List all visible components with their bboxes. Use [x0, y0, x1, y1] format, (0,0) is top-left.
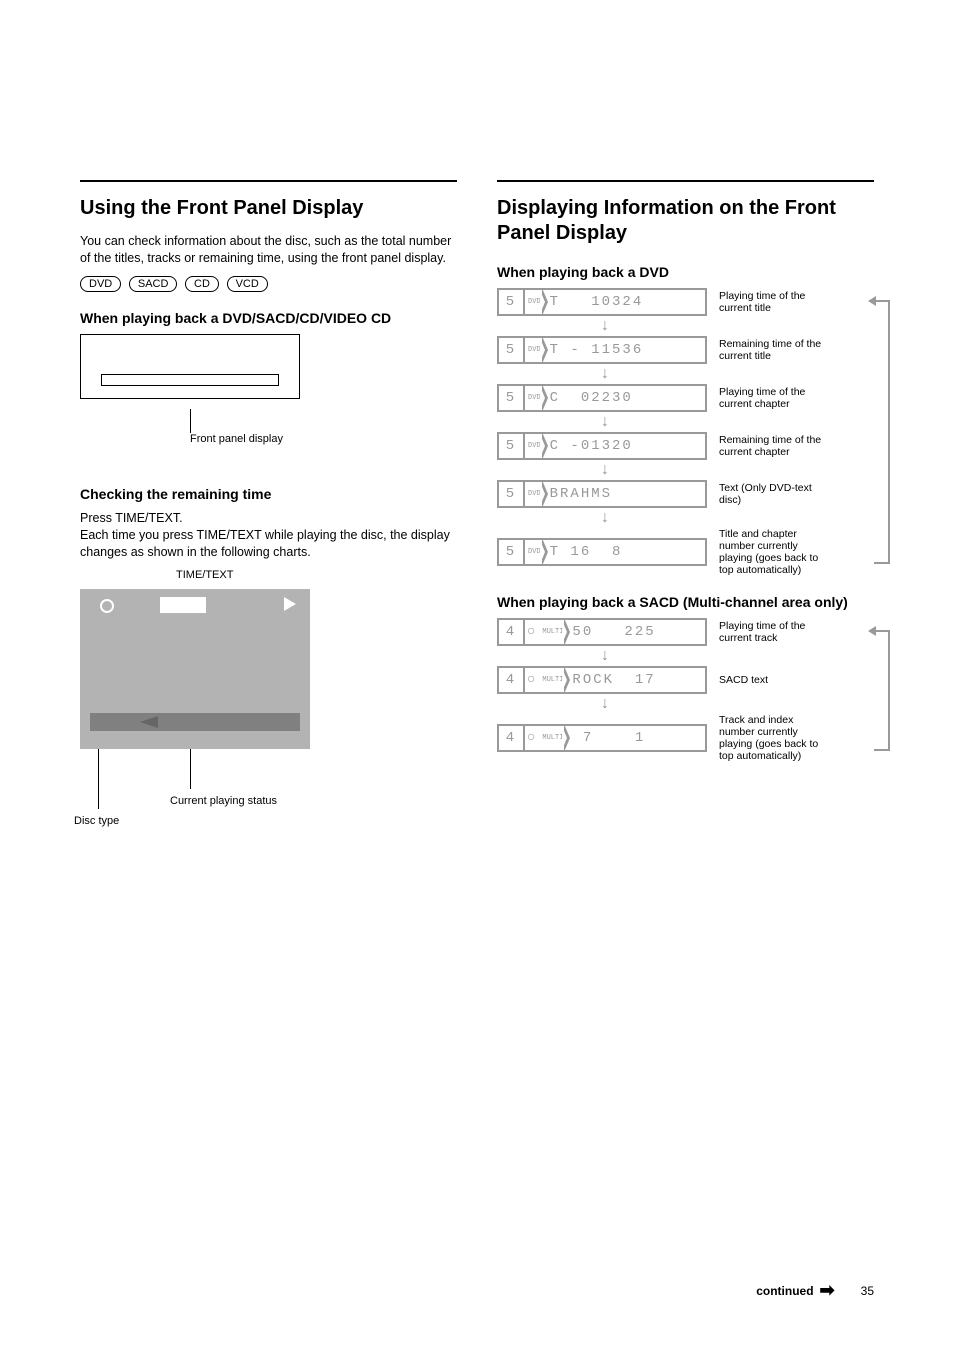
- lcd-row: 5DVDT - 11536 Remaining time of the curre…: [497, 336, 874, 364]
- lcd-caption: Title and chapter number currently playi…: [719, 528, 829, 576]
- disc-type-badge: SACD: [129, 276, 178, 292]
- lcd-row: 4○MULTI 7 1 Track and index number curren…: [497, 714, 874, 762]
- dvd-lcd-stack: 5DVDT 10324 Playing time of the current t…: [497, 288, 874, 576]
- lcd-display: 4○MULTIROCK 17: [497, 666, 707, 694]
- lcd-display: 5DVDC -01320: [497, 432, 707, 460]
- lcd-caption: Remaining time of the current title: [719, 338, 829, 362]
- lcd-caption: Playing time of the current track: [719, 620, 829, 644]
- section-rule: [80, 180, 457, 182]
- down-arrow-icon: ↓: [597, 510, 613, 526]
- loop-rail: [876, 300, 890, 564]
- lcd-row: 5DVDC 02230 Playing time of the current c…: [497, 384, 874, 412]
- lcd-caption: SACD text: [719, 674, 829, 686]
- lcd-text: BRAHMS: [544, 486, 705, 502]
- lcd-text: 50 225: [566, 624, 705, 640]
- left-title: Using the Front Panel Display: [80, 196, 457, 221]
- page-number: 35: [861, 1284, 874, 1298]
- disc-type-badge: CD: [185, 276, 219, 292]
- disc-type-row: DVD SACD CD VCD: [80, 275, 457, 292]
- lcd-display: 5DVDC 02230: [497, 384, 707, 412]
- lcd-slot-number: 5: [499, 338, 525, 362]
- lcd-text: T 10324: [544, 294, 705, 310]
- page-footer: continued ➡ 35: [0, 1280, 954, 1301]
- lcd-slot-number: 5: [499, 386, 525, 410]
- down-arrow-icon: ↓: [597, 648, 613, 664]
- lcd-slot-number: 5: [499, 482, 525, 506]
- lcd-slot-number: 4: [499, 620, 525, 644]
- callout-line: [190, 749, 191, 789]
- lcd-text: C -01320: [544, 438, 705, 454]
- lcd-display: 5DVDT - 11536: [497, 336, 707, 364]
- loop-rail: [876, 630, 890, 750]
- disc-icon: ○: [525, 730, 539, 746]
- osd-caption-disc-type: Disc type: [74, 815, 194, 827]
- left-intro: You can check information about the disc…: [80, 233, 457, 267]
- lcd-display: 5DVDT 16 8: [497, 538, 707, 566]
- right-sub-sacd: When playing back a SACD (Multi-channel …: [497, 594, 874, 610]
- continued-label: continued: [756, 1284, 813, 1298]
- down-arrow-icon: ↓: [597, 696, 613, 712]
- lcd-display: 4○MULTI50 225: [497, 618, 707, 646]
- right-sub-dvd: When playing back a DVD: [497, 264, 874, 280]
- lcd-display: 4○MULTI 7 1: [497, 724, 707, 752]
- lcd-display: 5DVDBRAHMS: [497, 480, 707, 508]
- down-arrow-icon: ↓: [597, 318, 613, 334]
- left-subhead-1: When playing back a DVD/SACD/CD/VIDEO CD: [80, 310, 457, 326]
- time-text-chip: [160, 597, 206, 613]
- lcd-text: ROCK 17: [566, 672, 705, 688]
- callout-line: [190, 409, 191, 433]
- lcd-text: T 16 8: [544, 544, 705, 560]
- lcd-caption: Track and index number currently playing…: [719, 714, 829, 762]
- lcd-slot-number: 5: [499, 290, 525, 314]
- right-column: Displaying Information on the Front Pane…: [497, 180, 874, 779]
- lcd-text: T - 11536: [544, 342, 705, 358]
- osd-caption-play-status: Current playing status: [170, 795, 310, 807]
- lcd-slot-number: 4: [499, 726, 525, 750]
- lcd-row: 4○MULTI50 225 Playing time of the current…: [497, 618, 874, 646]
- lcd-row: 5DVDT 16 8 Title and chapter number curre…: [497, 528, 874, 576]
- left-column: Using the Front Panel Display You can ch…: [80, 180, 457, 779]
- down-arrow-icon: ↓: [597, 462, 613, 478]
- lcd-caption: Text (Only DVD-text disc): [719, 482, 829, 506]
- osd-panel-diagram: Disc type Current playing status: [80, 589, 310, 749]
- osd-strip: [90, 713, 300, 731]
- device-display-slot: [101, 374, 279, 386]
- lcd-caption: Playing time of the current chapter: [719, 386, 829, 410]
- lcd-row: 5DVDBRAHMS Text (Only DVD-text disc): [497, 480, 874, 508]
- disc-type-badge: VCD: [227, 276, 268, 292]
- lcd-row: 5DVDC -01320 Remaining time of the curren…: [497, 432, 874, 460]
- sacd-lcd-stack: 4○MULTI50 225 Playing time of the current…: [497, 618, 874, 762]
- arrow-right-icon: ➡: [820, 1280, 835, 1301]
- lcd-text: C 02230: [544, 390, 705, 406]
- page-root: DVD Using the Front Panel Display You ca…: [0, 0, 954, 839]
- left-para-2: Press TIME/TEXT. Each time you press TIM…: [80, 510, 457, 561]
- lcd-text: 7 1: [566, 730, 705, 746]
- down-arrow-icon: ↓: [597, 414, 613, 430]
- two-columns: Using the Front Panel Display You can ch…: [80, 180, 874, 779]
- lcd-row: 5DVDT 10324 Playing time of the current t…: [497, 288, 874, 316]
- device-label-block: Front panel display: [190, 409, 457, 446]
- left-subhead-2: Checking the remaining time: [80, 486, 457, 502]
- osd-chip-label: TIME/TEXT: [176, 569, 457, 581]
- disc-icon: [100, 599, 114, 613]
- lcd-slot-number: 4: [499, 668, 525, 692]
- right-title: Displaying Information on the Front Pane…: [497, 196, 874, 246]
- continued-indicator: continued ➡ 35: [756, 1280, 874, 1301]
- down-arrow-icon: ↓: [597, 366, 613, 382]
- section-rule: [497, 180, 874, 182]
- lcd-caption: Remaining time of the current chapter: [719, 434, 829, 458]
- disc-icon: ○: [525, 624, 539, 640]
- osd-caret: [140, 716, 158, 728]
- device-front-diagram: [80, 334, 300, 399]
- device-caption: Front panel display: [190, 433, 457, 446]
- lcd-row: 4○MULTIROCK 17 SACD text: [497, 666, 874, 694]
- callout-line: [98, 749, 99, 809]
- lcd-caption: Playing time of the current title: [719, 290, 829, 314]
- play-icon: [284, 597, 296, 611]
- lcd-slot-number: 5: [499, 540, 525, 564]
- disc-type-badge: DVD: [80, 276, 121, 292]
- lcd-slot-number: 5: [499, 434, 525, 458]
- disc-icon: ○: [525, 672, 539, 688]
- lcd-display: 5DVDT 10324: [497, 288, 707, 316]
